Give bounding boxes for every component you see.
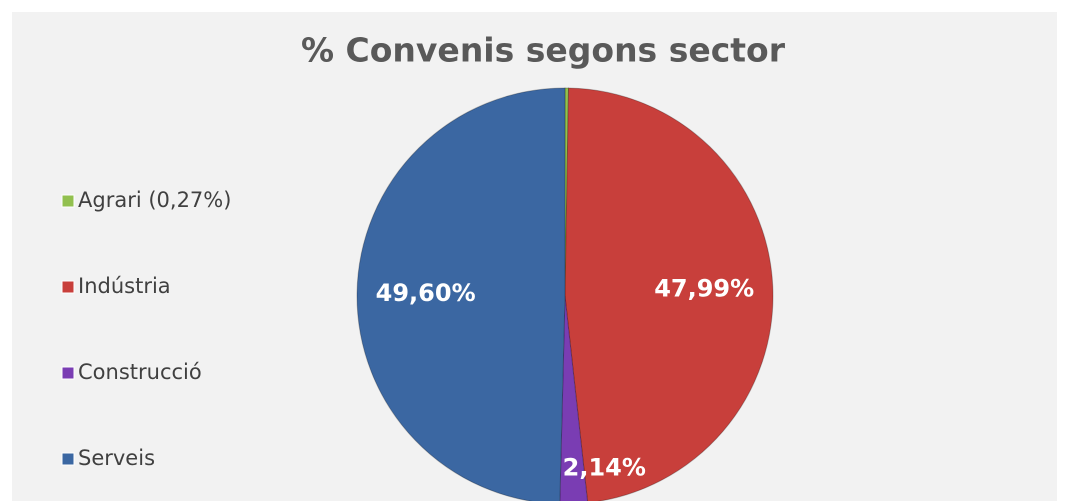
pie-slice	[564, 87, 774, 501]
data-label: 2,14%	[563, 453, 646, 481]
pie-slice	[564, 87, 570, 297]
data-label: 49,60%	[376, 279, 476, 307]
legend-swatch	[61, 194, 75, 208]
legend-swatch	[61, 280, 75, 294]
pie-slice	[559, 295, 589, 501]
legend: Agrari (0,27%) Indústria Construcció Servei…	[61, 188, 231, 470]
legend-swatch	[61, 366, 75, 380]
legend-label: Agrari (0,27%)	[78, 188, 231, 212]
labels: 47,99% 2,14% 49,60%	[376, 275, 755, 482]
legend-label: Serveis	[78, 446, 155, 470]
pie-slice	[356, 87, 566, 501]
legend-label: Construcció	[78, 360, 202, 384]
chart-title: % Convenis segons sector	[301, 31, 786, 70]
pie	[356, 87, 774, 501]
legend-label: Indústria	[78, 274, 171, 298]
data-label: 47,99%	[654, 275, 754, 303]
legend-swatch	[61, 452, 75, 466]
